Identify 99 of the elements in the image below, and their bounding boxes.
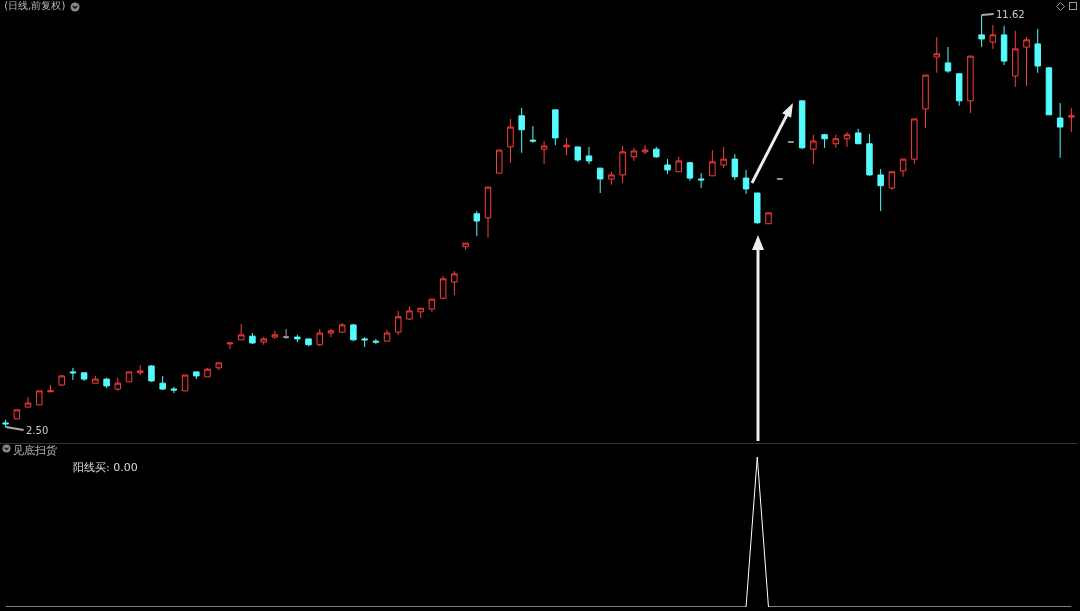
chart-title: (日线,前复权) xyxy=(4,0,66,11)
candlestick xyxy=(181,374,189,392)
candlestick xyxy=(125,371,133,383)
candlestick xyxy=(720,146,727,169)
candlestick xyxy=(193,371,200,380)
candlestick xyxy=(271,330,279,340)
candlestick xyxy=(899,158,907,178)
candlestick xyxy=(473,210,481,237)
candlestick xyxy=(226,342,234,350)
candlestick xyxy=(911,118,918,165)
candlestick xyxy=(36,390,43,406)
candlestick xyxy=(967,55,974,114)
annotation: 11.62 xyxy=(996,9,1025,20)
candlestick xyxy=(888,171,896,191)
candlestick xyxy=(1068,107,1075,133)
candlestick xyxy=(596,167,604,194)
candlestick xyxy=(170,386,178,394)
candlestick xyxy=(69,367,77,381)
candlestick xyxy=(832,134,840,149)
candlestick xyxy=(675,156,682,173)
candlestick xyxy=(462,242,469,251)
candlestick xyxy=(608,171,615,186)
candlestick xyxy=(338,322,346,334)
candlestick xyxy=(395,310,402,336)
annotation: 2.50 xyxy=(26,425,49,436)
candlestick xyxy=(383,329,391,342)
candlestick xyxy=(114,377,122,392)
annotation: 阳线买: 0.00 xyxy=(73,461,138,474)
candlestick xyxy=(1045,66,1053,116)
candlestick xyxy=(484,186,492,239)
candlestick xyxy=(1012,30,1019,88)
candlestick xyxy=(103,377,110,389)
candlestick xyxy=(47,384,54,393)
candlestick xyxy=(529,125,537,144)
candlestick xyxy=(237,323,245,341)
candlestick xyxy=(944,46,952,74)
candlestick xyxy=(282,328,290,340)
candlestick xyxy=(372,338,380,345)
candlestick xyxy=(754,192,761,225)
candlestick xyxy=(854,128,862,145)
candlestick xyxy=(821,133,828,149)
candlestick xyxy=(619,145,626,184)
candlestick xyxy=(507,118,514,164)
candlestick xyxy=(1023,36,1030,87)
candlestick xyxy=(585,146,593,165)
candlestick xyxy=(495,149,503,174)
candlestick xyxy=(574,146,582,163)
candlestick xyxy=(978,15,985,48)
candlestick xyxy=(24,396,32,408)
candlestick xyxy=(563,137,570,156)
candlestick xyxy=(922,74,929,129)
candlestick xyxy=(630,147,638,162)
candlestick xyxy=(428,298,436,313)
candlestick xyxy=(955,73,963,107)
candlestick xyxy=(406,306,413,321)
candlestick xyxy=(843,131,851,148)
candlestick xyxy=(664,158,671,175)
candlestick xyxy=(215,362,223,371)
candlestick xyxy=(13,409,21,420)
candlestick xyxy=(697,172,705,189)
candlestick xyxy=(518,107,525,154)
chart-title: 见底扫货 xyxy=(12,443,57,457)
candlestick xyxy=(540,140,548,165)
candlestick xyxy=(80,372,88,382)
candlestick xyxy=(1000,25,1008,66)
candlestick xyxy=(686,161,694,182)
candlestick xyxy=(350,323,357,342)
candlestick xyxy=(810,134,817,165)
candlestick xyxy=(653,146,660,159)
candlestick xyxy=(2,419,9,427)
candlestick xyxy=(439,275,447,300)
candlestick xyxy=(709,149,716,177)
candlestick xyxy=(641,144,649,155)
candlestick xyxy=(765,212,772,225)
candlestick xyxy=(731,153,739,181)
candlestick xyxy=(159,375,166,391)
candlestick xyxy=(260,336,267,346)
candlestick xyxy=(294,334,301,343)
candlestick xyxy=(361,336,368,348)
candlestick xyxy=(877,168,884,212)
candlestick xyxy=(148,364,155,383)
candlestick xyxy=(249,332,256,345)
candlestick xyxy=(316,328,323,347)
candlestick xyxy=(742,169,750,195)
candlestick xyxy=(58,374,65,387)
candlestick xyxy=(989,24,997,50)
candlestick xyxy=(1034,28,1041,74)
candlestick xyxy=(933,36,941,74)
candlestick xyxy=(92,375,99,384)
candlestick xyxy=(451,270,458,296)
candlestick xyxy=(327,328,335,338)
candlestick xyxy=(866,133,873,177)
candlestick xyxy=(305,338,312,347)
candlestick xyxy=(798,100,806,150)
candlestick xyxy=(417,307,424,319)
candlestick xyxy=(136,364,144,376)
candlestick xyxy=(1056,102,1064,159)
candlestick xyxy=(204,367,211,378)
candlestick xyxy=(552,109,559,146)
